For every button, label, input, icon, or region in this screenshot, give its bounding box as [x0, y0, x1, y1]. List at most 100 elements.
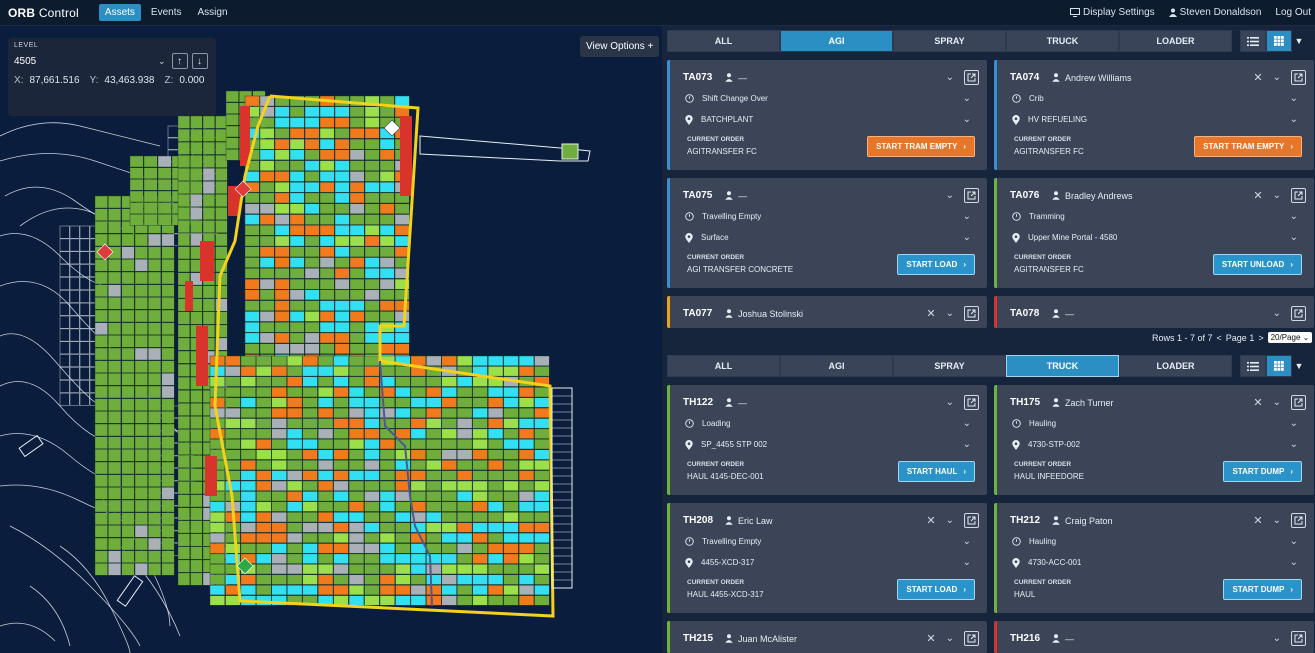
location-row[interactable]: BATCHPLANT ⌄: [685, 114, 971, 125]
asset-card[interactable]: TH122 — ⌄ Loading ⌄ SP_4455 STP 002 ⌄ CURRENT O…: [667, 385, 987, 495]
chevron-down-icon[interactable]: ⌄: [158, 55, 166, 66]
asset-card[interactable]: TH212 Craig Paton ✕ ⌄ Hauling ⌄ 4730-ACC-001 ⌄ C…: [994, 503, 1314, 613]
location-row[interactable]: 4730-ACC-001 ⌄: [1012, 557, 1298, 568]
chevron-down-icon[interactable]: ⌄: [1289, 114, 1298, 125]
location-row[interactable]: Upper Mine Portal - 4580 ⌄: [1012, 232, 1298, 243]
asset-card[interactable]: TA074 Andrew Williams ✕ ⌄ Crib ⌄ HV REFUELING ⌄…: [994, 60, 1314, 170]
asset-action-button[interactable]: START TRAM EMPTY ›: [867, 136, 975, 157]
operator[interactable]: —: [725, 191, 747, 201]
chevron-down-icon[interactable]: ⌄: [962, 536, 971, 547]
operator[interactable]: Andrew Williams: [1052, 73, 1132, 83]
tab-loader[interactable]: LOADER: [1119, 30, 1232, 52]
status-row[interactable]: Shift Change Over ⌄: [685, 93, 971, 104]
nav-assets[interactable]: Assets: [98, 4, 141, 21]
asset-action-button[interactable]: START LOAD ›: [897, 579, 975, 600]
chevron-down-icon[interactable]: ⌄: [1289, 557, 1298, 568]
location-row[interactable]: SP_4455 STP 002 ⌄: [685, 439, 971, 450]
chevron-down-icon[interactable]: ⌄: [962, 557, 971, 568]
view-options-button[interactable]: View Options +: [580, 36, 660, 57]
chevron-down-icon[interactable]: ⌄: [1289, 439, 1298, 450]
asset-card[interactable]: TA075 — ⌄ Travelling Empty ⌄ Surface ⌄ CURRENT …: [667, 178, 987, 288]
chevron-down-icon[interactable]: ⌄: [945, 397, 954, 408]
chevron-down-icon[interactable]: ⌄: [962, 418, 971, 429]
operator[interactable]: Juan McAlister: [725, 634, 797, 644]
chevron-down-icon[interactable]: ⌄: [962, 114, 971, 125]
chevron-down-icon[interactable]: ⌄: [945, 72, 954, 83]
remove-operator-icon[interactable]: ✕: [1253, 72, 1263, 84]
grid-view-button[interactable]: [1266, 355, 1292, 377]
asset-action-button[interactable]: START TRAM EMPTY ›: [1194, 136, 1302, 157]
open-asset-button[interactable]: [964, 395, 979, 410]
nav-events[interactable]: Events: [150, 7, 182, 18]
status-row[interactable]: Crib ⌄: [1012, 93, 1298, 104]
open-asset-button[interactable]: [1291, 513, 1306, 528]
next-page-button[interactable]: >: [1258, 332, 1264, 343]
open-asset-button[interactable]: [964, 631, 979, 646]
chevron-down-icon[interactable]: ⌄: [945, 633, 954, 644]
remove-operator-icon[interactable]: ✕: [1253, 515, 1263, 527]
tab-agi[interactable]: AGI: [780, 355, 893, 377]
operator[interactable]: Eric Law: [725, 516, 773, 526]
open-asset-button[interactable]: [964, 306, 979, 321]
asset-card[interactable]: TH216 — ⌄: [994, 621, 1314, 653]
tab-all[interactable]: ALL: [667, 30, 780, 52]
open-asset-button[interactable]: [1291, 70, 1306, 85]
operator[interactable]: Craig Paton: [1052, 516, 1113, 526]
asset-action-button[interactable]: START DUMP ›: [1223, 461, 1302, 482]
operator[interactable]: —: [1052, 634, 1074, 644]
operator[interactable]: Zach Turner: [1052, 398, 1114, 408]
tab-truck[interactable]: TRUCK: [1006, 30, 1119, 52]
asset-action-button[interactable]: START HAUL ›: [897, 461, 975, 482]
chevron-down-icon[interactable]: ⌄: [962, 93, 971, 104]
open-asset-button[interactable]: [1291, 306, 1306, 321]
status-row[interactable]: Travelling Empty ⌄: [685, 536, 971, 547]
chevron-down-icon[interactable]: ⌄: [1289, 536, 1298, 547]
nav-assign[interactable]: Assign: [197, 7, 228, 18]
chevron-down-icon[interactable]: ⌄: [962, 232, 971, 243]
chevron-down-icon[interactable]: ⌄: [1272, 72, 1281, 83]
operator[interactable]: —: [725, 398, 747, 408]
asset-card[interactable]: TA076 Bradley Andrews ✕ ⌄ Tramming ⌄ Upper Min…: [994, 178, 1314, 288]
chevron-down-icon[interactable]: ⌄: [1272, 190, 1281, 201]
list-view-button[interactable]: [1240, 355, 1266, 377]
chevron-down-icon[interactable]: ⌄: [1272, 308, 1281, 319]
collapse-arrow-icon[interactable]: ▼: [1294, 361, 1304, 371]
open-asset-button[interactable]: [1291, 188, 1306, 203]
chevron-down-icon[interactable]: ⌄: [945, 308, 954, 319]
collapse-arrow-icon[interactable]: ▼: [1294, 36, 1304, 46]
remove-operator-icon[interactable]: ✕: [1253, 397, 1263, 409]
location-row[interactable]: Surface ⌄: [685, 232, 971, 243]
operator[interactable]: —: [725, 73, 747, 83]
tab-all[interactable]: ALL: [667, 355, 780, 377]
open-asset-button[interactable]: [964, 70, 979, 85]
status-row[interactable]: Hauling ⌄: [1012, 536, 1298, 547]
mine-map[interactable]: LEVEL 4505 ⌄ ↑ ↓ X: 87,661.516 Y: 43,463.9…: [0, 26, 662, 653]
asset-action-button[interactable]: START LOAD ›: [897, 254, 975, 275]
status-row[interactable]: Hauling ⌄: [1012, 418, 1298, 429]
user-menu[interactable]: Steven Donaldson: [1168, 7, 1261, 18]
remove-operator-icon[interactable]: ✕: [926, 308, 936, 320]
operator[interactable]: —: [1052, 309, 1074, 319]
mine-level-plan[interactable]: [0, 26, 662, 653]
list-view-button[interactable]: [1240, 30, 1266, 52]
chevron-down-icon[interactable]: ⌄: [1289, 211, 1298, 222]
asset-card[interactable]: TA077 Joshua Stolinski ✕ ⌄: [667, 296, 987, 328]
chevron-down-icon[interactable]: ⌄: [1272, 515, 1281, 526]
remove-operator-icon[interactable]: ✕: [926, 515, 936, 527]
app-logo[interactable]: ORB Control: [8, 5, 79, 20]
remove-operator-icon[interactable]: ✕: [1253, 190, 1263, 202]
asset-card[interactable]: TH208 Eric Law ✕ ⌄ Travelling Empty ⌄ 4455-XCD…: [667, 503, 987, 613]
prev-page-button[interactable]: <: [1216, 332, 1222, 343]
asset-card[interactable]: TA073 — ⌄ Shift Change Over ⌄ BATCHPLANT ⌄ CURR…: [667, 60, 987, 170]
operator[interactable]: Bradley Andrews: [1052, 191, 1133, 201]
remove-operator-icon[interactable]: ✕: [926, 633, 936, 645]
operator[interactable]: Joshua Stolinski: [725, 309, 803, 319]
location-row[interactable]: HV REFUELING ⌄: [1012, 114, 1298, 125]
status-row[interactable]: Travelling Empty ⌄: [685, 211, 971, 222]
location-row[interactable]: 4455-XCD-317 ⌄: [685, 557, 971, 568]
level-select[interactable]: 4505: [14, 55, 37, 67]
chevron-down-icon[interactable]: ⌄: [1289, 418, 1298, 429]
chevron-down-icon[interactable]: ⌄: [1272, 633, 1281, 644]
tab-spray[interactable]: SPRAY: [893, 355, 1006, 377]
open-asset-button[interactable]: [964, 188, 979, 203]
